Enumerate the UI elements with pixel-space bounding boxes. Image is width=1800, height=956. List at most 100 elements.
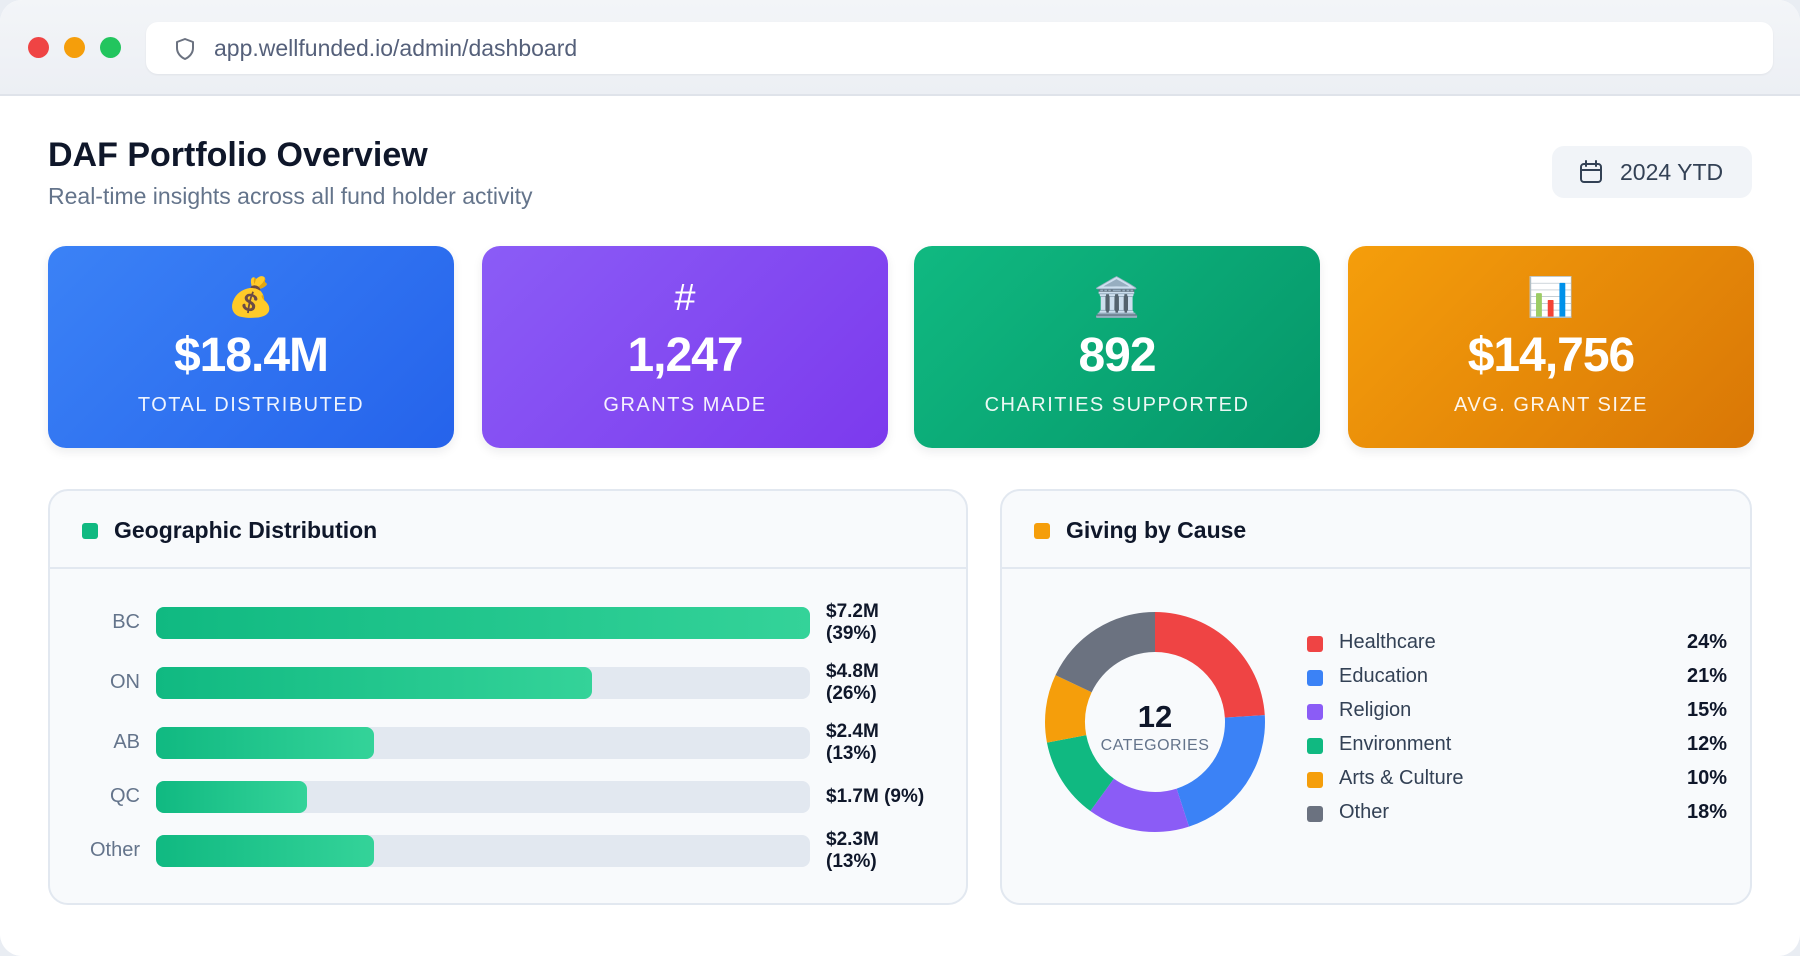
- legend-label: Other: [1339, 801, 1390, 823]
- bar-data-label: $2.4M (13%): [826, 721, 946, 765]
- bar-track: [156, 607, 810, 639]
- bar-category-label: Other: [89, 839, 140, 861]
- bar-data-label-line: (39%): [826, 623, 877, 644]
- bar-track: [156, 667, 810, 699]
- bar-category-label: ON: [110, 671, 140, 693]
- bar-category-label: QC: [110, 785, 140, 807]
- panel-accent-square: [1034, 523, 1050, 539]
- legend-percent: 18%: [1686, 801, 1727, 823]
- bar-data-label-line: $2.3M: [826, 829, 879, 850]
- legend-percent: 15%: [1686, 699, 1727, 721]
- bar-data-label-line: $2.4M: [826, 721, 879, 742]
- kpi-label: AVG. GRANT SIZE: [1453, 394, 1648, 416]
- kpi-card-total-distributed: 💰 $18.4M TOTAL DISTRIBUTED: [48, 246, 454, 448]
- legend-swatch: [1307, 806, 1323, 822]
- bar-fill: [156, 835, 374, 867]
- legend-label: Arts & Culture: [1339, 767, 1464, 789]
- donut-center-label: CATEGORIES: [1100, 737, 1210, 754]
- geo-bar-row: BC $7.2M (39%): [50, 599, 950, 644]
- kpi-card-grants-made: # 1,247 GRANTS MADE: [482, 246, 888, 448]
- donut-slice-environment: [1046, 735, 1114, 811]
- legend-swatch: [1307, 704, 1323, 720]
- legend-label: Environment: [1339, 733, 1452, 755]
- shield-icon: [176, 38, 194, 60]
- panel-header: Giving by Cause: [1002, 491, 1750, 569]
- kpi-label: CHARITIES SUPPORTED: [984, 394, 1250, 416]
- giving-by-cause-panel: Giving by Cause 12 CATEGORIES Healthcare…: [1000, 489, 1752, 905]
- money-bag-icon: 💰: [227, 277, 275, 319]
- panel-accent-square: [82, 523, 98, 539]
- bar-track: [156, 727, 810, 759]
- browser-chrome: app.wellfunded.io/admin/dashboard: [0, 0, 1800, 96]
- kpi-value: $14,756: [1467, 329, 1636, 382]
- legend-swatch: [1307, 738, 1323, 754]
- bar-category-label: AB: [113, 731, 140, 753]
- bar-data-label: $2.3M (13%): [826, 829, 946, 873]
- page-subtitle: Real-time insights across all fund holde…: [48, 183, 533, 209]
- geo-bar-row: QC $1.7M (9%): [50, 773, 950, 817]
- geographic-distribution-panel: Geographic Distribution BC $7.2M (39%) ON $4…: [48, 489, 968, 905]
- bar-data-label-line: (13%): [826, 743, 877, 764]
- kpi-card-charities-supported: 🏛️ 892 CHARITIES SUPPORTED: [914, 246, 1320, 448]
- calendar-icon: [1580, 160, 1602, 183]
- bar-track: [156, 835, 810, 867]
- bar-data-label-line: (26%): [826, 683, 877, 704]
- url-text: app.wellfunded.io/admin/dashboard: [214, 35, 578, 61]
- bar-data-label-line: $7.2M: [826, 601, 879, 622]
- legend-swatch: [1307, 772, 1323, 788]
- hash-icon: #: [674, 277, 696, 319]
- donut-center-value: 12: [1137, 699, 1173, 734]
- close-window-button[interactable]: [28, 37, 49, 58]
- period-label: 2024 YTD: [1620, 159, 1724, 185]
- legend-label: Education: [1339, 665, 1428, 687]
- legend-percent: 24%: [1686, 631, 1727, 653]
- legend-label: Religion: [1339, 699, 1412, 721]
- panel-title: Geographic Distribution: [114, 517, 378, 543]
- bar-fill: [156, 607, 810, 639]
- kpi-label: GRANTS MADE: [603, 394, 767, 416]
- legend-item: Arts & Culture 10%: [1307, 764, 1727, 794]
- legend-swatch: [1307, 636, 1323, 652]
- donut-slice-arts-culture: [1045, 675, 1092, 743]
- geo-bar-row: AB $2.4M (13%): [50, 719, 950, 765]
- bar-data-label-line: $1.7M (9%): [826, 786, 925, 807]
- page-title: DAF Portfolio Overview: [48, 136, 428, 174]
- legend-swatch: [1307, 670, 1323, 686]
- bar-data-label: $4.8M (26%): [826, 661, 946, 705]
- bar-fill: [156, 781, 307, 813]
- geo-bar-row: Other $2.3M (13%): [50, 827, 950, 873]
- bar-chart-icon: 📊: [1527, 277, 1575, 319]
- legend-label: Healthcare: [1339, 631, 1436, 653]
- bar-fill: [156, 727, 374, 759]
- geo-bar-row: ON $4.8M (26%): [50, 659, 950, 705]
- legend-percent: 21%: [1686, 665, 1727, 687]
- legend-item: Education 21%: [1307, 662, 1727, 692]
- bar-category-label: BC: [112, 611, 140, 633]
- bar-data-label-line: $4.8M: [826, 661, 879, 682]
- period-selector-button[interactable]: 2024 YTD: [1552, 146, 1752, 198]
- bar-data-label-line: (13%): [826, 851, 877, 872]
- minimize-window-button[interactable]: [64, 37, 85, 58]
- kpi-value: 892: [1078, 329, 1156, 382]
- legend-percent: 12%: [1686, 733, 1727, 755]
- donut-slice-religion: [1090, 778, 1189, 832]
- kpi-value: 1,247: [627, 329, 743, 382]
- legend-item: Religion 15%: [1307, 696, 1727, 726]
- dashboard-content: DAF Portfolio Overview Real-time insight…: [0, 96, 1800, 956]
- kpi-value: $18.4M: [173, 329, 329, 382]
- legend-item: Environment 12%: [1307, 730, 1727, 760]
- legend-percent: 10%: [1686, 767, 1727, 789]
- legend-item: Other 18%: [1307, 798, 1727, 828]
- address-bar[interactable]: app.wellfunded.io/admin/dashboard: [146, 22, 1773, 74]
- bar-track: [156, 781, 810, 813]
- legend-item: Healthcare 24%: [1307, 628, 1727, 658]
- panel-header: Geographic Distribution: [50, 491, 966, 569]
- donut-slice-education: [1176, 715, 1265, 827]
- maximize-window-button[interactable]: [100, 37, 121, 58]
- cause-donut-chart: [1045, 612, 1265, 832]
- kpi-card-avg-grant-size: 📊 $14,756 AVG. GRANT SIZE: [1348, 246, 1754, 448]
- donut-slice-healthcare: [1155, 612, 1265, 718]
- bank-icon: 🏛️: [1093, 277, 1141, 319]
- donut-slice-other: [1055, 612, 1155, 693]
